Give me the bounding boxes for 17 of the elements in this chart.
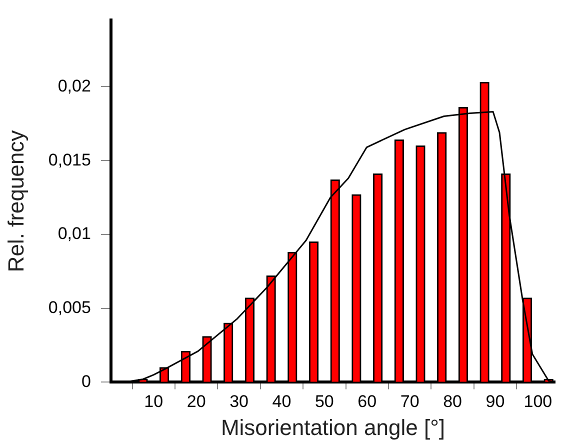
x-tick-label: 10	[144, 392, 164, 412]
x-axis-title: Misorientation angle [°]	[220, 414, 445, 440]
y-tick-label: 0,005	[48, 298, 91, 318]
x-tick-label: 50	[314, 392, 334, 412]
y-tick-label: 0,015	[48, 150, 91, 170]
x-tick-label: 40	[272, 392, 292, 412]
y-tick-label: 0,02	[58, 76, 91, 96]
x-tick-label: 80	[443, 392, 462, 412]
x-tick-label: 100	[524, 392, 552, 412]
x-tick-label: 90	[486, 392, 505, 412]
y-tick-label: 0	[81, 372, 91, 391]
y-tick-label: 0,01	[58, 224, 91, 244]
x-tick-label: 30	[230, 392, 248, 412]
x-tick-label: 20	[186, 392, 206, 412]
x-tick-label: 70	[400, 392, 420, 412]
x-tick-label: 60	[358, 392, 377, 412]
y-axis-title: Rel. frequency	[3, 130, 28, 272]
